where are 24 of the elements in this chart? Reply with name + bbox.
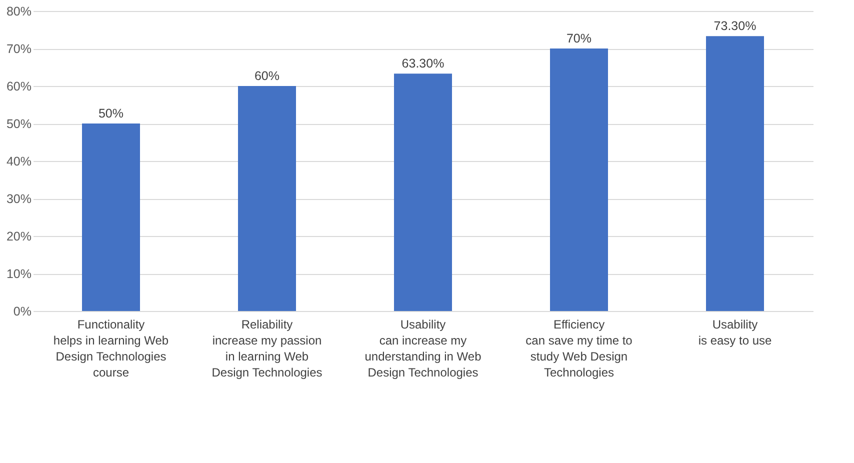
y-tick-label: 0%: [13, 304, 32, 318]
bar: [82, 124, 140, 311]
data-label: 50%: [98, 106, 124, 120]
data-label: 60%: [254, 69, 280, 83]
y-tick-label: 10%: [6, 267, 32, 281]
x-tick-label: Usability is easy to use: [698, 318, 772, 348]
y-tick-label: 60%: [6, 80, 32, 94]
bar: [394, 74, 452, 311]
y-tick-label: 80%: [6, 4, 32, 18]
y-tick-label: 20%: [6, 230, 32, 244]
data-label: 73.30%: [714, 19, 756, 34]
y-tick-label: 40%: [6, 154, 32, 168]
y-tick-label: 30%: [6, 192, 32, 206]
data-label: 70%: [566, 32, 592, 46]
y-tick-label: 50%: [6, 117, 32, 131]
x-tick-label: Efficiency can save my time to study Web Design Technologies: [526, 318, 633, 380]
bar: [706, 36, 764, 311]
x-tick-label: Usability can increase my understanding in Web Design Technologies: [364, 318, 482, 380]
x-tick-label: Functionality helps in learning Web Design Technologies course: [53, 318, 169, 380]
x-tick-label: Reliability increase my passion in learning Web Design Technologies: [212, 318, 322, 380]
bar: [238, 86, 296, 311]
bar: [550, 48, 608, 311]
data-label: 63.30%: [402, 56, 444, 71]
y-tick-label: 70%: [6, 42, 32, 56]
